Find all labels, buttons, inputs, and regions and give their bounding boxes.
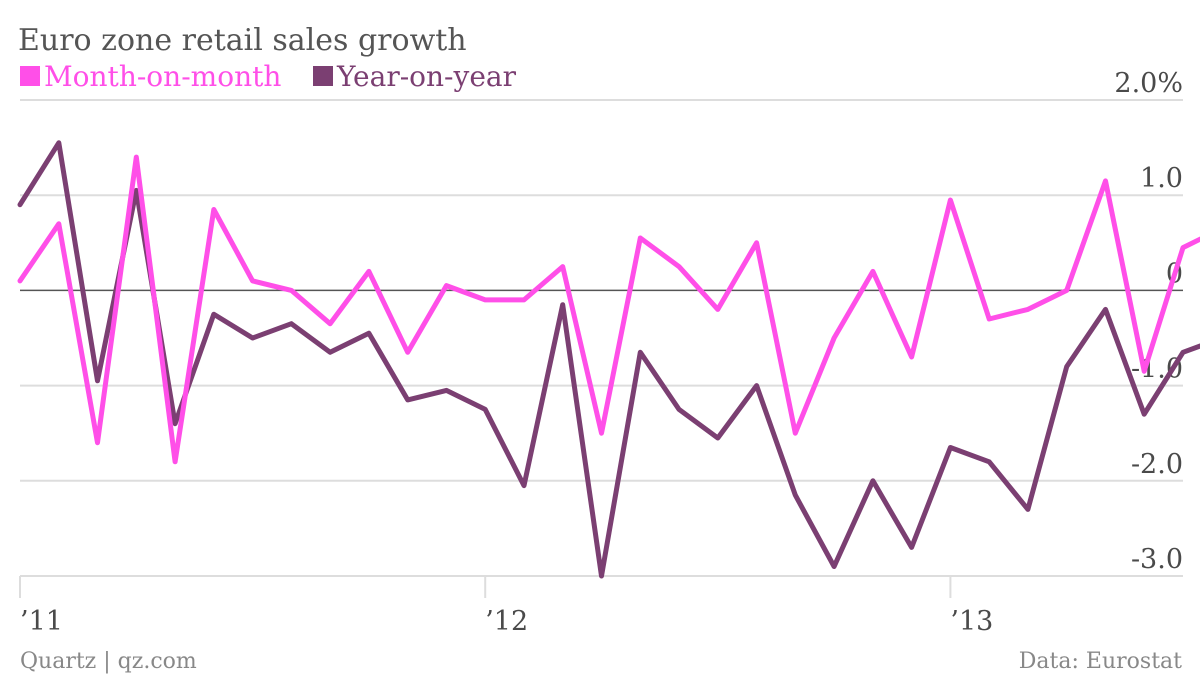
x-tick-label: ’12 [485, 606, 528, 637]
legend-swatch-year-on-year [313, 66, 333, 86]
x-tick-label: ’13 [950, 606, 993, 637]
legend-label-month-on-month: Month-on-month [44, 60, 281, 93]
legend-label-year-on-year: Year-on-year [336, 60, 517, 93]
y-tick-label: 1.0 [1140, 163, 1183, 194]
y-tick-label: -2.0 [1131, 449, 1183, 480]
legend-swatch-month-on-month [20, 66, 40, 86]
x-tick-label: ’11 [20, 606, 63, 637]
y-tick-label: -3.0 [1131, 544, 1183, 575]
chart-title: Euro zone retail sales growth [18, 23, 467, 58]
y-axis: 2.0%1.00-1.0-2.0-3.0 [1114, 68, 1183, 575]
series-lines [17, 140, 1200, 579]
data-source: Data: Eurostat [1019, 649, 1182, 674]
legend: Month-on-month Year-on-year [20, 60, 517, 93]
x-axis: ’11 ’12 ’13 [19, 576, 993, 637]
y-tick-label: 2.0% [1114, 68, 1183, 99]
source-credit: Quartz | qz.com [20, 649, 197, 674]
series-line-year-on-year [17, 140, 1200, 579]
series-line-month-on-month [17, 154, 1200, 465]
